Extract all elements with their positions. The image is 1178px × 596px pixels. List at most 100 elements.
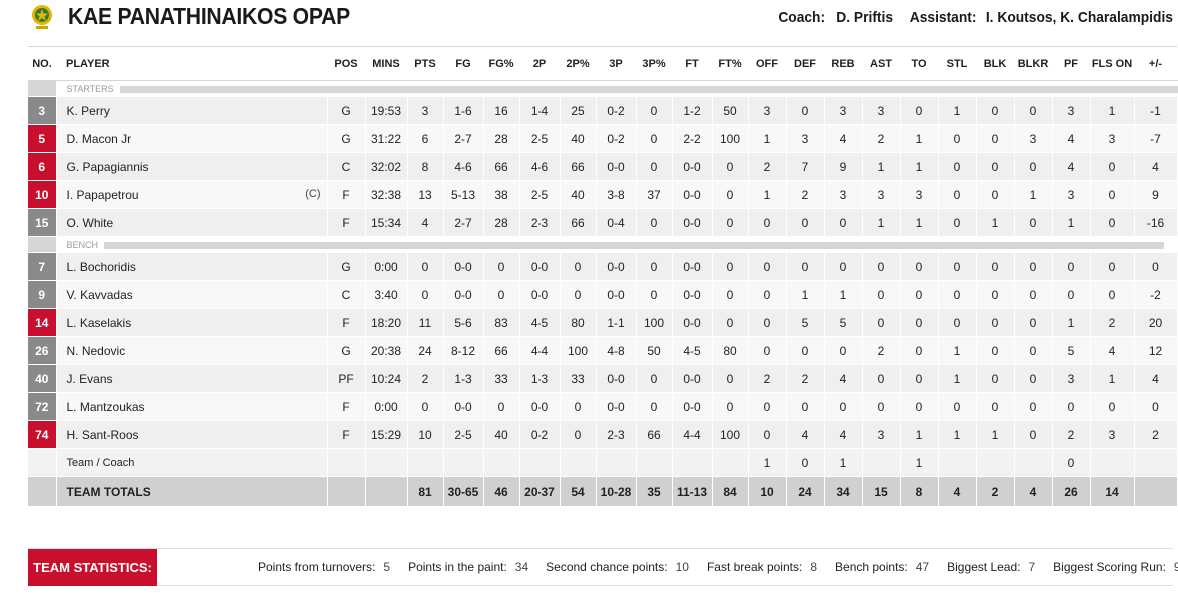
stat-cell-pts: 24: [407, 337, 443, 365]
player-row[interactable]: 14 L. Kaselakis F 18:20 11 5-6 83 4-5 80 1-1 100 0-…: [28, 309, 1177, 337]
team-statistics-items: Points from turnovers: 5 Points in the pai…: [258, 549, 1178, 586]
column-header-fg[interactable]: FG%: [483, 47, 519, 81]
stat-cell-ft: 0: [712, 153, 748, 181]
player-name[interactable]: O. White: [67, 216, 114, 230]
column-header-def[interactable]: DEF: [786, 47, 824, 81]
player-row[interactable]: 10 I. Papapetrou (C) F 32:38 13 5-13 38 2-5 40 3-8…: [28, 181, 1177, 209]
player-name[interactable]: L. Mantzoukas: [67, 400, 145, 414]
stat-cell-: -16: [1134, 209, 1177, 237]
stat-cell-fg: 0: [483, 253, 519, 281]
player-row[interactable]: 40 J. Evans PF 10:24 2 1-3 33 1-3 33 0-0 0 0-0 0 2 2 4 0…: [28, 365, 1177, 393]
player-row[interactable]: 3 K. Perry G 19:53 3 1-6 16 1-4 25 0-2 0 1-2 50 3 0 3 3 0…: [28, 97, 1177, 125]
stat-cell-ast: 3: [862, 421, 900, 449]
column-header-3p[interactable]: 3P: [596, 47, 636, 81]
stat-cell-pts: 0: [407, 281, 443, 309]
column-header-fg[interactable]: FG: [443, 47, 483, 81]
player-row[interactable]: 72 L. Mantzoukas F 0:00 0 0-0 0 0-0 0 0-0 0 0-0 0 0 0 0…: [28, 393, 1177, 421]
column-header-reb[interactable]: REB: [824, 47, 862, 81]
player-row[interactable]: 26 N. Nedovic G 20:38 24 8-12 66 4-4 100 4-8 50 4-5…: [28, 337, 1177, 365]
player-name-cell[interactable]: K. Perry: [56, 97, 327, 125]
player-row[interactable]: 6 G. Papagiannis C 32:02 8 4-6 66 4-6 66 0-0 0 0-0 0…: [28, 153, 1177, 181]
team-total-stat: 15: [862, 477, 900, 507]
column-header-mins[interactable]: MINS: [365, 47, 407, 81]
stat-cell-blk: 1: [976, 209, 1014, 237]
player-name-cell[interactable]: G. Papagiannis: [56, 153, 327, 181]
column-header-pts[interactable]: PTS: [407, 47, 443, 81]
player-name[interactable]: I. Papapetrou: [67, 188, 139, 202]
player-name-cell[interactable]: H. Sant-Roos: [56, 421, 327, 449]
player-name-cell[interactable]: L. Bochoridis: [56, 253, 327, 281]
stat-cell-fls-on: 2: [1090, 309, 1134, 337]
player-name-cell[interactable]: O. White: [56, 209, 327, 237]
stat-cell-blk: 0: [976, 153, 1014, 181]
stat-cell-fg: 0: [483, 281, 519, 309]
player-name-cell[interactable]: L. Mantzoukas: [56, 393, 327, 421]
team-total-stat: [327, 477, 365, 507]
column-header-ft[interactable]: FT: [672, 47, 712, 81]
player-name[interactable]: H. Sant-Roos: [67, 428, 139, 442]
stat-cell-: 4: [1134, 365, 1177, 393]
team-coach-stat: [1090, 449, 1134, 477]
stat-cell-fg: 2-5: [443, 421, 483, 449]
player-name-cell[interactable]: I. Papapetrou (C): [56, 181, 327, 209]
column-header-3p[interactable]: 3P%: [636, 47, 672, 81]
stat-cell-to: 1: [900, 125, 938, 153]
team-stat-label: Bench points:: [835, 560, 908, 574]
column-header-no[interactable]: NO.: [28, 47, 56, 81]
column-header-fls-on[interactable]: FLS ON: [1090, 47, 1134, 81]
player-row[interactable]: 9 V. Kavvadas C 3:40 0 0-0 0 0-0 0 0-0 0 0-0 0 0 1 1 0 0 0…: [28, 281, 1177, 309]
player-name[interactable]: J. Evans: [67, 372, 113, 386]
player-row[interactable]: 15 O. White F 15:34 4 2-7 28 2-3 66 0-4 0 0-0 0 0 0 0 1 1…: [28, 209, 1177, 237]
player-row[interactable]: 5 D. Macon Jr G 31:22 6 2-7 28 2-5 40 0-2 0 2-2 100 1…: [28, 125, 1177, 153]
player-name[interactable]: L. Bochoridis: [67, 260, 136, 274]
column-header-blk[interactable]: BLK: [976, 47, 1014, 81]
team-total-stat: 20-37: [519, 477, 560, 507]
stat-cell-ft: 0: [712, 209, 748, 237]
column-header-[interactable]: +/-: [1134, 47, 1177, 81]
column-header-ft[interactable]: FT%: [712, 47, 748, 81]
column-header-ast[interactable]: AST: [862, 47, 900, 81]
stat-cell-ast: 2: [862, 125, 900, 153]
column-header-player[interactable]: PLAYER: [56, 47, 327, 81]
stat-cell-2p: 0-0: [519, 253, 560, 281]
player-name-cell[interactable]: L. Kaselakis: [56, 309, 327, 337]
player-name-cell[interactable]: V. Kavvadas: [56, 281, 327, 309]
player-name[interactable]: G. Papagiannis: [67, 160, 149, 174]
stat-cell-2p: 0-0: [519, 281, 560, 309]
stat-cell-fg: 33: [483, 365, 519, 393]
player-name[interactable]: K. Perry: [67, 104, 110, 118]
player-name[interactable]: L. Kaselakis: [67, 316, 132, 330]
column-header-blkr[interactable]: BLKR: [1014, 47, 1052, 81]
player-name[interactable]: V. Kavvadas: [67, 288, 133, 302]
team-coach-stat: [862, 449, 900, 477]
player-name-cell[interactable]: D. Macon Jr: [56, 125, 327, 153]
team-stat-label: Second chance points:: [546, 560, 667, 574]
team-coach-stat: [976, 449, 1014, 477]
player-row[interactable]: 74 H. Sant-Roos F 15:29 10 2-5 40 0-2 0 2-3 66 4-4 1…: [28, 421, 1177, 449]
player-name-cell[interactable]: J. Evans: [56, 365, 327, 393]
team-stat-item: Biggest Scoring Run: 9: [1053, 549, 1178, 586]
player-name-cell[interactable]: N. Nedovic: [56, 337, 327, 365]
stat-cell-stl: 0: [938, 125, 976, 153]
stat-cell-pts: 11: [407, 309, 443, 337]
player-row[interactable]: 7 L. Bochoridis G 0:00 0 0-0 0 0-0 0 0-0 0 0-0 0 0 0 0 0…: [28, 253, 1177, 281]
team-coach-stat: 0: [1052, 449, 1090, 477]
stat-cell-off: 0: [748, 393, 786, 421]
player-name[interactable]: N. Nedovic: [67, 344, 126, 358]
column-header-to[interactable]: TO: [900, 47, 938, 81]
column-header-off[interactable]: OFF: [748, 47, 786, 81]
column-header-stl[interactable]: STL: [938, 47, 976, 81]
column-header-2p[interactable]: 2P%: [560, 47, 596, 81]
stat-cell-stl: 0: [938, 393, 976, 421]
stat-cell-ft: 0-0: [672, 181, 712, 209]
stat-cell-off: 2: [748, 365, 786, 393]
stat-cell-blk: 0: [976, 97, 1014, 125]
column-header-2p[interactable]: 2P: [519, 47, 560, 81]
column-header-pos[interactable]: POS: [327, 47, 365, 81]
stat-cell-fls-on: 1: [1090, 97, 1134, 125]
player-name[interactable]: D. Macon Jr: [67, 132, 132, 146]
stat-cell-2p: 2-5: [519, 125, 560, 153]
stat-cell-ft: 0-0: [672, 153, 712, 181]
column-header-pf[interactable]: PF: [1052, 47, 1090, 81]
stat-cell-def: 0: [786, 97, 824, 125]
